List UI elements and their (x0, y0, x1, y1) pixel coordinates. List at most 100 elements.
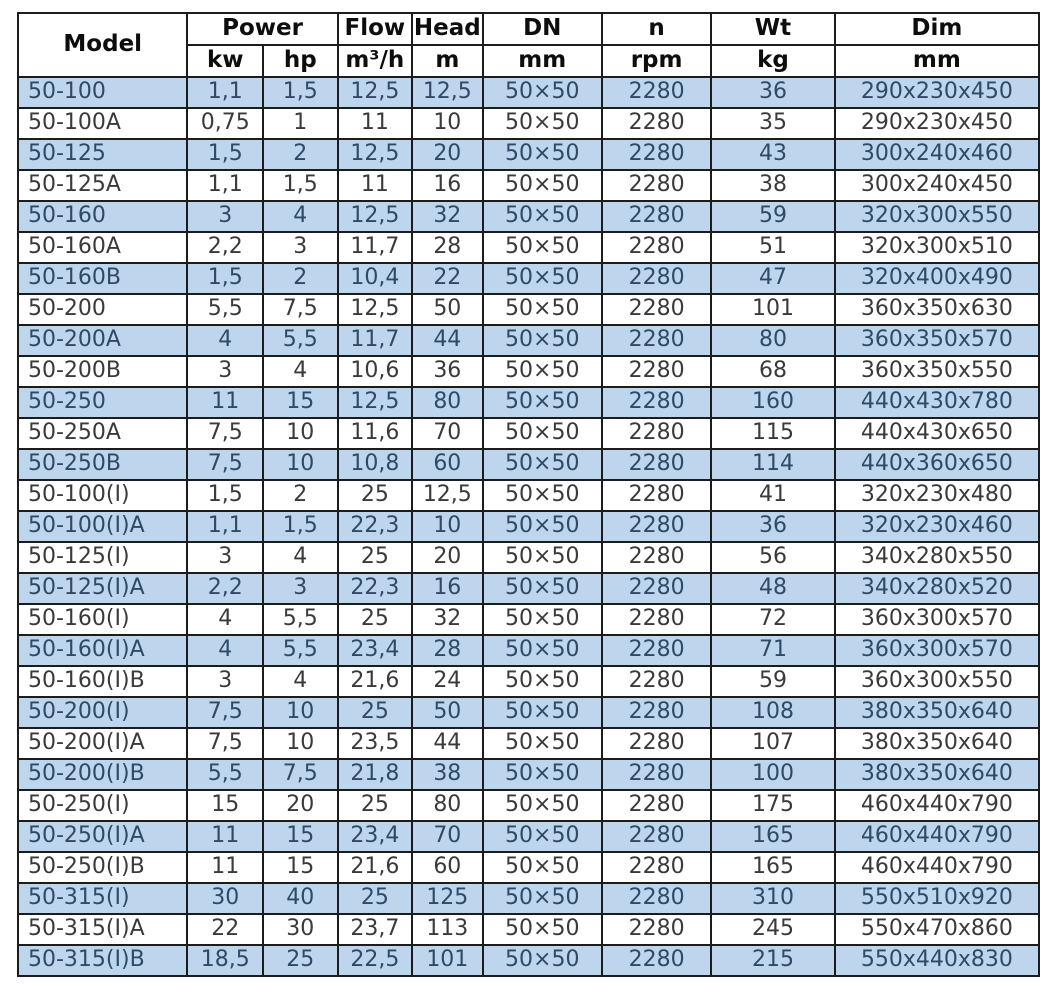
flow-cell: 25 (336, 479, 414, 512)
hp-cell: 1,5 (262, 169, 339, 202)
kw-cell: 18,5 (186, 944, 265, 977)
model-cell: 50-125 (16, 138, 189, 171)
head-cell: 125 (411, 882, 484, 915)
flow-cell: 25 (336, 789, 414, 822)
table-row: 50-250(I)A 11 15 23,4 70 50×50 2280 165 460x440x… (16, 820, 1041, 853)
hp-cell: 20 (262, 789, 339, 822)
dim-cell: 440x430x650 (833, 417, 1041, 450)
dn-cell: 50×50 (481, 696, 603, 729)
rpm-cell: 2280 (600, 510, 713, 543)
kw-cell: 7,5 (186, 727, 265, 760)
model-cell: 50-125(I)A (16, 572, 189, 605)
kw-cell: 4 (186, 634, 265, 667)
dim-cell: 440x430x780 (833, 386, 1041, 419)
wt-cell: 59 (710, 200, 836, 233)
wt-cell: 100 (710, 758, 836, 791)
head-cell: 70 (411, 820, 484, 853)
head-cell: 32 (411, 200, 484, 233)
model-cell: 50-200(I)A (16, 727, 189, 760)
table-row: 50-100 1,1 1,5 12,5 12,5 50×50 2280 36 290x230x4… (16, 76, 1041, 109)
flow-cell: 12,5 (336, 293, 414, 326)
model-cell: 50-315(I)B (16, 944, 189, 977)
rpm-cell: 2280 (600, 758, 713, 791)
wt-cell: 215 (710, 944, 836, 977)
rpm-cell: 2280 (600, 696, 713, 729)
rpm-cell: 2280 (600, 262, 713, 295)
kw-cell: 30 (186, 882, 265, 915)
hp-cell: 1,5 (262, 510, 339, 543)
flow-cell: 11 (336, 107, 414, 140)
kw-cell: 4 (186, 603, 265, 636)
rpm-cell: 2280 (600, 76, 713, 109)
dim-cell: 360x350x550 (833, 355, 1041, 388)
kw-cell: 1,5 (186, 138, 265, 171)
dn-cell: 50×50 (481, 324, 603, 357)
hp-cell: 5,5 (262, 324, 339, 357)
rpm-cell: 2280 (600, 634, 713, 667)
model-cell: 50-160(I)B (16, 665, 189, 698)
kw-cell: 7,5 (186, 417, 265, 450)
unit-header-flow: m³/h (336, 44, 414, 78)
hp-cell: 5,5 (262, 603, 339, 636)
wt-cell: 35 (710, 107, 836, 140)
kw-cell: 1,1 (186, 169, 265, 202)
dn-cell: 50×50 (481, 572, 603, 605)
flow-cell: 11,6 (336, 417, 414, 450)
hp-cell: 4 (262, 355, 339, 388)
model-cell: 50-200B (16, 355, 189, 388)
table-row: 50-200(I)B 5,5 7,5 21,8 38 50×50 2280 100 380x35… (16, 758, 1041, 791)
head-cell: 101 (411, 944, 484, 977)
model-cell: 50-100 (16, 76, 189, 109)
flow-cell: 25 (336, 603, 414, 636)
dn-cell: 50×50 (481, 758, 603, 791)
head-cell: 24 (411, 665, 484, 698)
unit-header-dn: mm (481, 44, 603, 78)
rpm-cell: 2280 (600, 355, 713, 388)
rpm-cell: 2280 (600, 324, 713, 357)
dn-cell: 50×50 (481, 479, 603, 512)
hp-cell: 1,5 (262, 76, 339, 109)
rpm-cell: 2280 (600, 820, 713, 853)
dn-cell: 50×50 (481, 634, 603, 667)
wt-cell: 36 (710, 510, 836, 543)
flow-cell: 25 (336, 541, 414, 574)
kw-cell: 3 (186, 355, 265, 388)
table-row: 50-200(I) 7,5 10 25 50 50×50 2280 108 380x350x64… (16, 696, 1041, 729)
head-cell: 80 (411, 386, 484, 419)
kw-cell: 4 (186, 324, 265, 357)
table-row: 50-250A 7,5 10 11,6 70 50×50 2280 115 440x430x65… (16, 417, 1041, 450)
model-cell: 50-100(I) (16, 479, 189, 512)
hp-cell: 15 (262, 820, 339, 853)
dim-cell: 460x440x790 (833, 820, 1041, 853)
head-cell: 50 (411, 293, 484, 326)
flow-cell: 21,6 (336, 665, 414, 698)
wt-cell: 71 (710, 634, 836, 667)
kw-cell: 11 (186, 386, 265, 419)
model-cell: 50-160B (16, 262, 189, 295)
kw-cell: 3 (186, 541, 265, 574)
rpm-cell: 2280 (600, 851, 713, 884)
flow-cell: 23,4 (336, 634, 414, 667)
kw-cell: 1,5 (186, 479, 265, 512)
table-row: 50-200(I)A 7,5 10 23,5 44 50×50 2280 107 380x350… (16, 727, 1041, 760)
rpm-cell: 2280 (600, 913, 713, 946)
unit-header-kw: kw (186, 44, 265, 78)
hp-cell: 7,5 (262, 293, 339, 326)
head-cell: 10 (411, 107, 484, 140)
rpm-cell: 2280 (600, 572, 713, 605)
dn-cell: 50×50 (481, 541, 603, 574)
head-cell: 16 (411, 572, 484, 605)
dim-cell: 550x470x860 (833, 913, 1041, 946)
hp-cell: 2 (262, 138, 339, 171)
dim-cell: 380x350x640 (833, 696, 1041, 729)
kw-cell: 22 (186, 913, 265, 946)
model-cell: 50-250(I) (16, 789, 189, 822)
dim-cell: 550x440x830 (833, 944, 1041, 977)
table-row: 50-125(I)A 2,2 3 22,3 16 50×50 2280 48 340x280x5… (16, 572, 1041, 605)
hp-cell: 10 (262, 417, 339, 450)
unit-header-n: rpm (600, 44, 713, 78)
dn-cell: 50×50 (481, 76, 603, 109)
table-row: 50-200A 4 5,5 11,7 44 50×50 2280 80 360x350x570 (16, 324, 1041, 357)
dim-cell: 460x440x790 (833, 851, 1041, 884)
dim-cell: 320x230x480 (833, 479, 1041, 512)
